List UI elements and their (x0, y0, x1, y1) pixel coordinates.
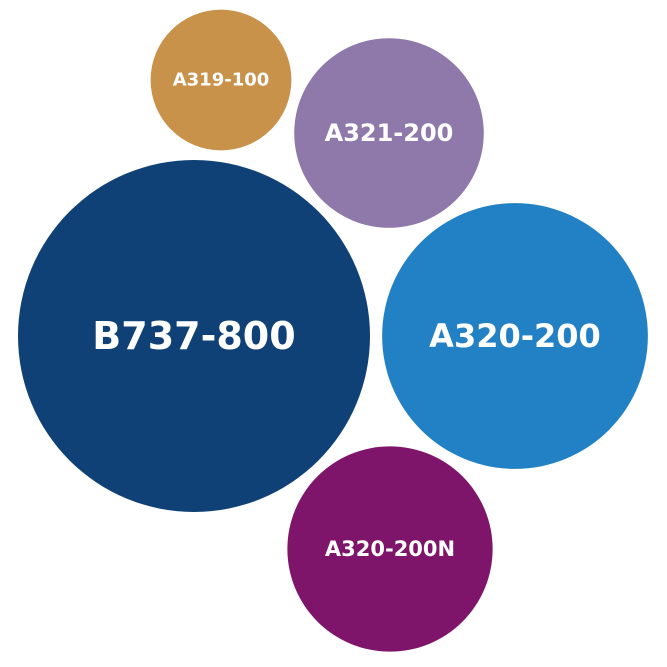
bubble-a320-200 (382, 203, 648, 469)
bubble-label: A320-200 (429, 317, 601, 355)
bubble-a320-200n (287, 446, 493, 652)
bubble-label: B737-800 (92, 314, 295, 358)
bubble-label: A319-100 (173, 70, 270, 91)
bubble-label: A320-200N (325, 537, 455, 561)
bubble-a319-100 (150, 9, 292, 151)
bubble-label: A321-200 (325, 119, 454, 147)
bubble-a321-200 (294, 38, 484, 228)
bubble-b737-800 (18, 160, 370, 512)
